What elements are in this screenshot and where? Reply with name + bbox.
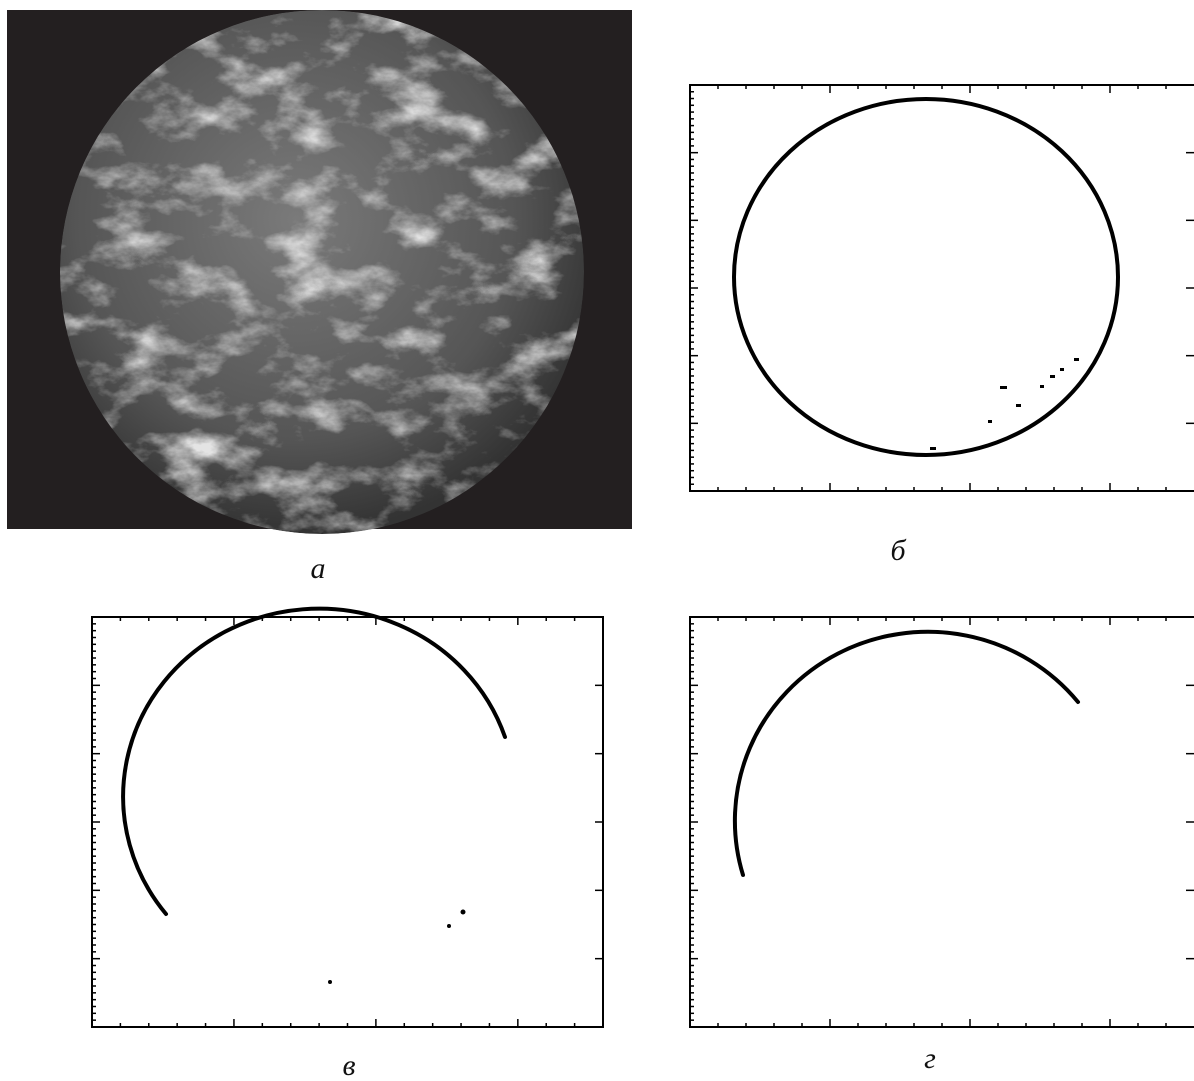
- plot-panel: [92, 609, 603, 1027]
- point: [328, 980, 332, 984]
- point: [461, 910, 466, 915]
- panel-label: а: [311, 552, 326, 585]
- panel-label: г: [924, 1042, 936, 1075]
- arc-contour: [735, 632, 1078, 875]
- arc-contour: [123, 609, 505, 914]
- earth-image: [7, 10, 632, 534]
- figure: а б в г: [0, 0, 1194, 1081]
- circle-contour: [734, 99, 1118, 455]
- scatter-points: [930, 358, 1079, 450]
- plot-panel: [690, 617, 1194, 1027]
- plot-panel: [690, 85, 1194, 491]
- panel-label: в: [342, 1049, 355, 1081]
- panel-label: б: [890, 534, 906, 567]
- point: [447, 924, 451, 928]
